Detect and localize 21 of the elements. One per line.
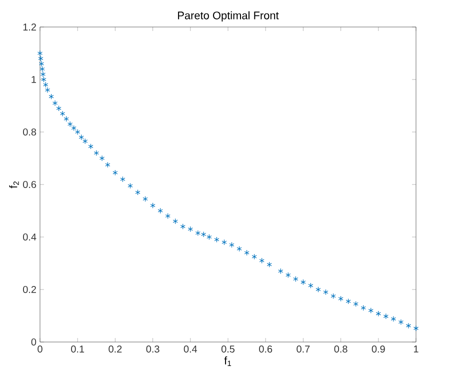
x-tick-label: 0.2 bbox=[108, 346, 122, 353]
x-tick-label: 0.9 bbox=[372, 346, 385, 353]
y-axis-title: f$_{2}$ bbox=[9, 181, 19, 188]
y-tick-label: 0 bbox=[31, 338, 36, 346]
x-tick-label: 0.3 bbox=[146, 346, 160, 353]
y-tick-label: 1 bbox=[32, 76, 36, 83]
x-tick-label: 0.5 bbox=[221, 346, 235, 353]
x-tick-label: 0.8 bbox=[334, 346, 348, 353]
y-tick-label: 0.4 bbox=[23, 233, 36, 241]
x-axis-title: f$_{1}$ bbox=[224, 356, 232, 366]
x-tick-label: 0.4 bbox=[184, 346, 198, 353]
x-tick-label: 0.1 bbox=[71, 346, 84, 353]
y-tick-label: 1.2 bbox=[23, 24, 36, 30]
y-tick-label: 0.6 bbox=[23, 180, 36, 188]
y-tick-label: 0.8 bbox=[23, 128, 36, 136]
y-tick-label: 0.2 bbox=[23, 286, 36, 294]
x-tick-label: 0.7 bbox=[296, 346, 310, 353]
x-tick-label: 0.6 bbox=[259, 346, 272, 353]
x-tick-label: 0 bbox=[38, 346, 42, 353]
x-tick-label: 1 bbox=[414, 346, 418, 352]
chart-title: Pareto Optimal Front bbox=[178, 11, 279, 22]
